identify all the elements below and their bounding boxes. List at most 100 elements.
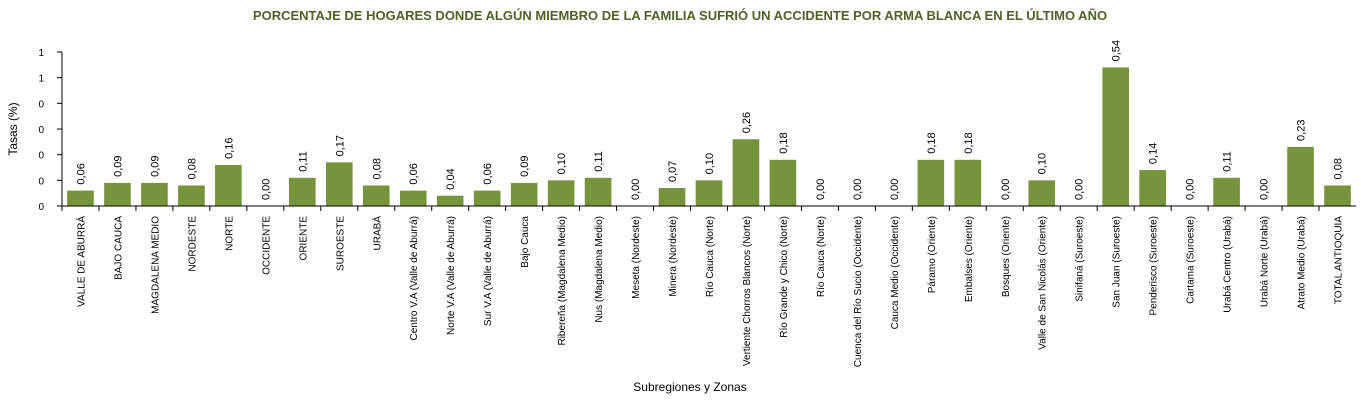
x-tick-label: VALLE DE ABURRÁ (74, 216, 87, 307)
bar (289, 177, 316, 206)
bar (473, 190, 501, 206)
value-label: 0,06 (408, 163, 420, 184)
x-tick-label: TOTAL ANTIOQUIA (1334, 216, 1345, 304)
value-label: 0,54 (1111, 40, 1123, 61)
bar (769, 159, 797, 206)
x-tick-label: Río Cauca (Norte) (816, 216, 827, 297)
x-tick-label: Cauca Medio (Occidente) (890, 216, 901, 329)
x-tick-label: Río Cauca (Norte) (705, 216, 716, 297)
x-tick-label: Bosques (Oriente) (1001, 216, 1012, 297)
value-label: 0,08 (1333, 158, 1345, 179)
x-tick-label: Centro V.A (Valle de Aburrá) (409, 216, 420, 341)
x-tick-label: Urabá Centro (Urabá) (1223, 216, 1234, 313)
x-tick-label: Embalses (Oriente) (964, 216, 975, 302)
x-tick-label: Río Grande y Chico (Norte) (779, 216, 790, 338)
value-label: 0,16 (223, 138, 235, 159)
x-tick-label: Valle de San Nicolás (Oriente) (1038, 216, 1049, 350)
x-tick-label: San Juan (Suroeste) (1112, 216, 1123, 308)
x-tick-label: Sinifaná (Suroeste) (1075, 216, 1086, 302)
value-label: 0,26 (741, 112, 753, 133)
value-label: 0,04 (445, 168, 457, 189)
x-tick-label: Cuenca del Río Sucio (Occidente) (853, 216, 864, 367)
x-tick-label: Bajo Cauca (520, 216, 531, 268)
bar (695, 180, 723, 206)
bar (510, 182, 538, 206)
bar (104, 182, 131, 206)
bar (399, 190, 427, 206)
bar (658, 188, 686, 206)
bar (584, 177, 612, 206)
value-label: 0,18 (926, 132, 938, 153)
bar (1102, 67, 1129, 207)
x-tick-label: MAGDALENA MEDIO (150, 216, 161, 314)
bar (917, 159, 945, 206)
value-label: 0,00 (1000, 179, 1012, 200)
x-tick-label: Sur V.A (Valle de Aburrá) (483, 216, 494, 326)
value-label: 0,09 (112, 155, 124, 176)
x-tick-label: Vertiente Chorros Blancos (Norte) (742, 216, 753, 366)
value-label: 0,00 (1259, 179, 1271, 200)
chart-title: PORCENTAJE DE HOGARES DONDE ALGÚN MIEMBR… (253, 8, 1107, 23)
y-tick-label: 0 (38, 202, 44, 213)
value-label: 0,06 (75, 163, 87, 184)
value-label: 0,00 (815, 179, 827, 200)
x-tick-label: Penderisco (Suroeste) (1149, 216, 1160, 316)
x-tick-label: Meseta (Nordeste) (631, 216, 642, 299)
bar (1139, 170, 1166, 206)
bar (325, 162, 353, 206)
x-tick-label: OCCIDENTE (261, 216, 272, 275)
bar (547, 180, 575, 206)
value-label: 0,11 (1222, 151, 1234, 172)
value-label: 0,14 (1148, 143, 1160, 164)
value-label: 0,09 (519, 155, 531, 176)
value-label: 0,06 (482, 163, 494, 184)
value-label: 0,23 (1296, 120, 1308, 141)
bar (1287, 146, 1314, 206)
value-label: 0,10 (556, 153, 568, 174)
value-label: 0,11 (593, 151, 605, 172)
bar (1213, 177, 1240, 206)
value-label: 0,00 (630, 179, 642, 200)
y-tick-label: 1 (38, 48, 44, 59)
value-label: 0,09 (149, 155, 161, 176)
x-tick-label: SUROESTE (335, 216, 346, 271)
bar (1324, 185, 1351, 206)
x-tick-label: URABÁ (370, 216, 383, 251)
value-label: 0,07 (667, 161, 679, 182)
x-tick-label: BAJO CAUCA (113, 216, 124, 280)
value-label: 0,00 (1074, 179, 1086, 200)
y-tick-label: 0 (38, 176, 44, 187)
value-label: 0,00 (889, 179, 901, 200)
bar (1028, 180, 1056, 206)
bar (732, 139, 760, 206)
bar (362, 185, 390, 206)
value-label: 0,10 (1037, 153, 1049, 174)
x-tick-label: NORTE (224, 216, 235, 251)
y-tick-label: 1 (38, 74, 44, 85)
value-label: 0,10 (704, 153, 716, 174)
bar (215, 164, 242, 206)
x-tick-label: ORIENTE (298, 216, 309, 261)
y-tick-label: 0 (38, 99, 44, 110)
x-tick-label: Ribereña (Magdalena Medio) (557, 216, 568, 346)
value-label: 0,00 (852, 179, 864, 200)
bar (141, 182, 168, 206)
y-tick-label: 0 (38, 125, 44, 136)
bar (436, 195, 464, 206)
value-label: 0,18 (778, 132, 790, 153)
value-label: 0,08 (186, 158, 198, 179)
x-tick-label: Urabá Norte (Urabá) (1260, 216, 1271, 307)
y-axis-title: Tasas (%) (6, 102, 20, 155)
bar (178, 185, 205, 206)
x-tick-label: Cartama (Suroeste) (1186, 216, 1197, 304)
x-tick-label: Páramo (Oriente) (927, 216, 938, 293)
bar (67, 190, 94, 206)
x-tick-label: Nus (Magdalena Medio) (594, 216, 605, 323)
value-label: 0,08 (371, 158, 383, 179)
value-label: 0,11 (297, 151, 309, 172)
x-axis-title: Subregiones y Zonas (633, 380, 746, 394)
x-tick-label: Minera (Nordeste) (668, 216, 679, 297)
x-tick-label: Atrato Medio (Urabá) (1297, 216, 1308, 309)
value-label: 0,18 (963, 132, 975, 153)
